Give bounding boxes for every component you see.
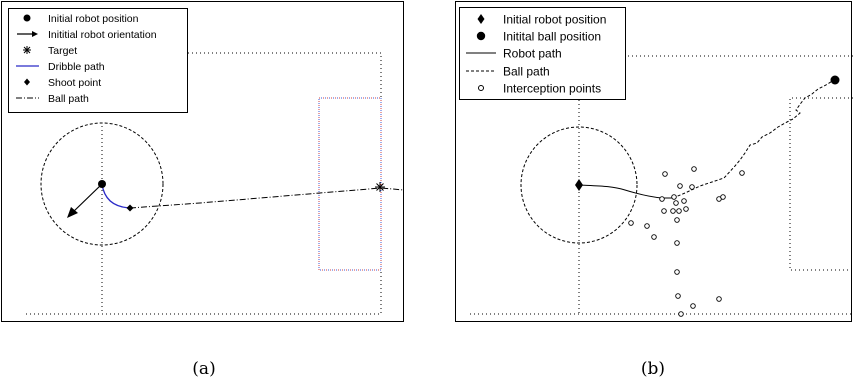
interception-point [673, 200, 679, 206]
legend-b-label: Robot path [503, 47, 562, 61]
panel-b: Initial robot position Initital ball pos… [455, 1, 853, 322]
ball-path-a [129, 187, 405, 209]
panel-b-frame [455, 1, 852, 322]
interception-point [659, 196, 665, 202]
interception-point [675, 293, 681, 299]
interception-point [716, 296, 722, 302]
legend-b-label: Ball path [503, 65, 550, 79]
interception-point [676, 208, 682, 214]
legend-circle-icon [23, 14, 31, 22]
arrow-head-icon [67, 207, 78, 218]
initial-ball-position-b [830, 75, 840, 85]
dribble-path-a [101, 183, 131, 209]
legend-open-circle-icon [478, 85, 484, 91]
legend-a-label: Initial robot position [48, 13, 139, 25]
caption-b: (b) [641, 359, 665, 379]
legend-a: Initial robot position Inititial robot o… [8, 8, 188, 113]
legend-b: Initial robot position Initital ball pos… [459, 7, 626, 100]
interception-point [677, 183, 683, 189]
legend-asterisk-icon [23, 46, 31, 54]
interception-point [628, 220, 634, 226]
interception-point [691, 166, 697, 172]
center-circle-b [520, 126, 638, 244]
legend-b-label: Interception points [503, 82, 601, 96]
interception-point [690, 303, 696, 309]
goal-area-a [318, 97, 382, 271]
legend-diamond-icon [477, 14, 485, 24]
interception-point [720, 194, 726, 200]
orientation-arrow-a [71, 183, 103, 214]
legend-a-label: Dribble path [48, 61, 105, 73]
legend-arrow-head-icon [32, 31, 38, 37]
legend-circle-icon [476, 31, 486, 41]
panel-a-frame [1, 1, 404, 322]
legend-a-label: Target [48, 45, 77, 57]
ball-path-b [672, 79, 835, 199]
center-circle-a [40, 122, 164, 246]
interception-point [674, 269, 680, 275]
interception-point [670, 208, 676, 214]
initial-robot-position-a [98, 180, 106, 188]
legend-diamond-icon [24, 78, 30, 86]
interception-point [674, 217, 680, 223]
interception-point [644, 223, 650, 229]
legend-a-label: Inititial robot orientation [48, 29, 157, 41]
interception-points [628, 166, 745, 317]
interception-point [681, 198, 687, 204]
interception-point [671, 194, 677, 200]
interception-point [689, 184, 695, 190]
interception-point [674, 240, 680, 246]
interception-point [739, 170, 745, 176]
panel-a: Initial robot position Inititial robot o… [1, 1, 405, 322]
legend-a-box [8, 8, 188, 113]
interception-point [678, 311, 684, 317]
robot-path-b [578, 184, 674, 199]
legend-a-label: Ball path [48, 93, 89, 105]
legend-b-label: Initital ball position [503, 30, 601, 44]
interception-point [651, 234, 657, 240]
goal-area-b [789, 97, 853, 271]
interception-point [662, 171, 668, 177]
interception-point [661, 208, 667, 214]
legend-a-label: Shoot point [48, 77, 101, 89]
legend-b-label: Initial robot position [503, 13, 606, 27]
interception-point [683, 206, 689, 212]
initial-robot-position-b [575, 179, 583, 191]
shoot-point-a [126, 204, 134, 212]
caption-a: (a) [192, 359, 215, 379]
goal-area-a-blue [318, 97, 382, 271]
target-asterisk-icon [375, 182, 385, 192]
